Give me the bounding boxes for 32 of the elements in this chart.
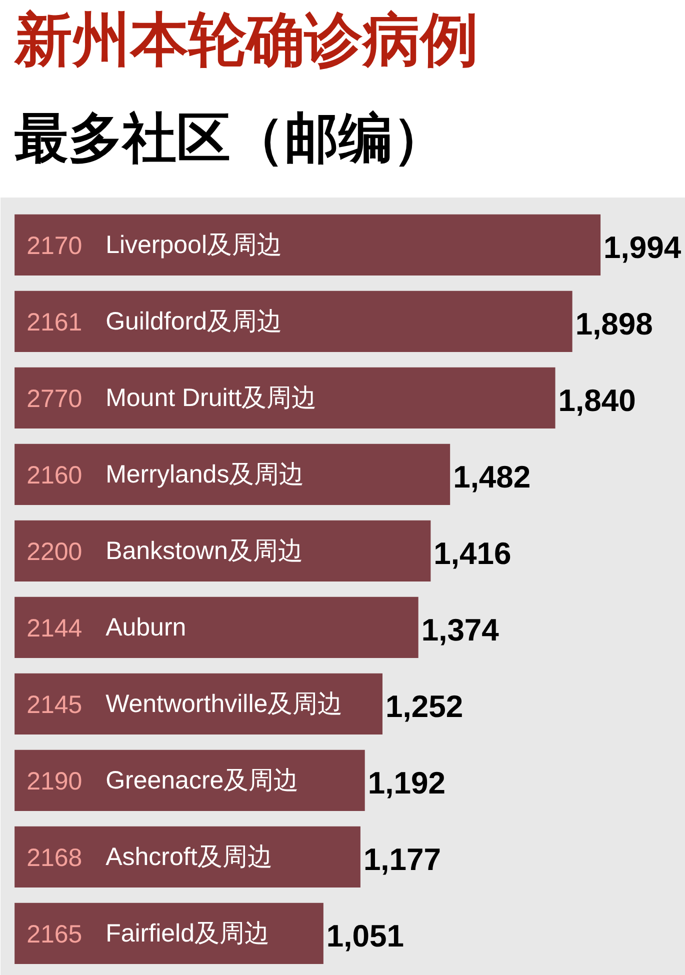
bar [14,444,450,506]
data-label: 1,840 [558,382,636,418]
data-label: 1,177 [363,842,442,877]
data-label: 1,898 [575,306,653,342]
category-label: 2190 Greenacre及周边 [26,766,299,796]
category-label: 2170 Liverpool及周边 [26,230,282,260]
data-label: 1,051 [326,918,404,954]
data-label: 1,192 [368,765,446,800]
bar [14,826,360,888]
category-label: 2144 Auburn [26,613,186,642]
bar [14,290,572,352]
category-label: 2168 Ashcroft及周边 [26,842,272,872]
data-label: 1,252 [385,688,464,724]
bar [14,214,601,276]
category-label: 2200 Bankstown及周边 [26,536,303,566]
bar [14,902,324,964]
chart-subtitle: 最多社区（邮编） [14,108,446,168]
data-label: 1,482 [453,459,531,494]
bar [14,520,431,582]
category-label: 2160 Merrylands及周边 [26,460,304,490]
data-label: 1,994 [604,230,682,265]
category-label: 2770 Mount Druitt及周边 [26,384,317,413]
category-label: 2165 Fairfield及周边 [26,919,270,948]
bar [14,596,418,658]
chart-title: 新州本轮确诊病例 [14,8,478,72]
data-label: 1,416 [434,536,512,571]
bar [14,367,556,429]
category-label: 2161 Guildford及周边 [26,307,282,336]
category-label: 2145 Wentworthville及周边 [26,690,343,719]
bar [14,673,382,735]
bar [14,750,365,812]
data-label: 1,374 [421,612,500,648]
